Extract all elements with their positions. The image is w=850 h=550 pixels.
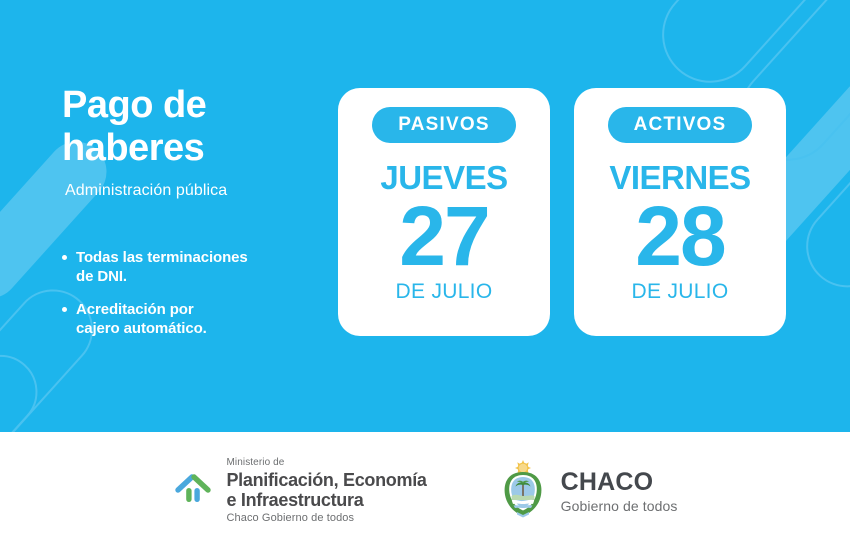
- decorative-capsule-right-outline-c: [789, 97, 850, 305]
- date-card-group: PASIVOS JUEVES 27 DE JULIO ACTIVOS VIERN…: [338, 88, 786, 336]
- list-item: Acreditación por cajero automático.: [62, 300, 312, 338]
- card-day-number: 27: [399, 189, 490, 283]
- ministry-eyebrow: Ministerio de: [226, 457, 285, 468]
- chaco-logo: CHACO Gobierno de todos: [497, 459, 678, 524]
- ministry-name: Planificación, Economía e Infraestructur…: [226, 470, 427, 510]
- status-badge: ACTIVOS: [607, 107, 753, 143]
- status-badge: PASIVOS: [372, 107, 516, 143]
- ministry-text-block: Ministerio de Planificación, Economía e …: [226, 458, 426, 524]
- date-card-pasivos: PASIVOS JUEVES 27 DE JULIO: [338, 88, 550, 336]
- card-month: DE JULIO: [395, 279, 493, 303]
- list-item: Todas las terminaciones de DNI.: [62, 248, 312, 286]
- chaco-name: CHACO: [560, 467, 654, 496]
- hero-copy-block: Pago de haberes Administración pública T…: [62, 84, 312, 352]
- page-subtitle: Administración pública: [65, 182, 228, 199]
- ministry-logo: Ministerio de Planificación, Economía e …: [172, 458, 427, 524]
- card-month: DE JULIO: [631, 279, 729, 303]
- chaco-coat-of-arms-icon: [497, 459, 549, 524]
- bullet-list: Todas las terminaciones de DNI. Acredita…: [62, 248, 312, 338]
- card-day-number: 28: [635, 189, 726, 283]
- chaco-text-block: CHACO Gobierno de todos: [560, 467, 678, 514]
- page-title: Pago de haberes: [62, 84, 207, 169]
- date-card-activos: ACTIVOS VIERNES 28 DE JULIO: [574, 88, 786, 336]
- house-arrow-icon: [172, 468, 214, 515]
- card-weekday: JUEVES: [380, 159, 508, 196]
- footer-bar: Ministerio de Planificación, Economía e …: [0, 432, 850, 550]
- chaco-tagline: Gobierno de todos: [560, 497, 678, 514]
- ministry-tagline: Chaco Gobierno de todos: [226, 512, 355, 524]
